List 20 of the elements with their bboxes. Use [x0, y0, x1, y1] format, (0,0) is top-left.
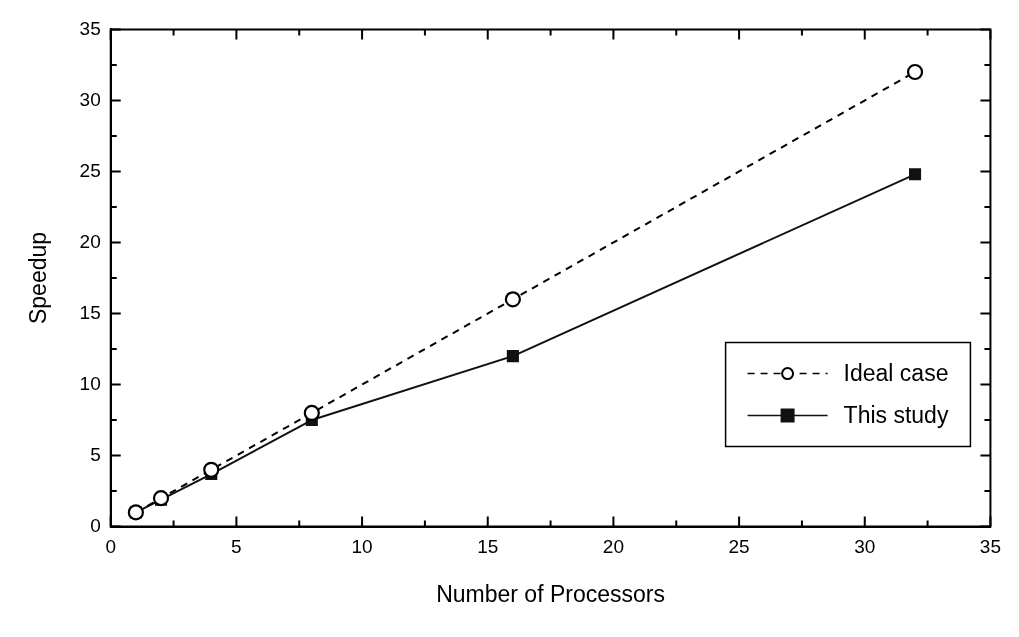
x-tick-label: 10: [351, 536, 373, 558]
x-tick-label: 20: [602, 536, 624, 558]
x-tick-label: 5: [231, 536, 242, 558]
x-tick-label: 30: [854, 536, 876, 558]
y-axis-title: Speedup: [25, 231, 52, 325]
x-tick-label: 25: [728, 536, 750, 558]
legend-label: Ideal case: [843, 359, 949, 386]
x-tick-label: 0: [105, 536, 117, 558]
x-tick-label: 15: [477, 536, 499, 558]
y-tick-label: 15: [79, 301, 101, 323]
x-axis-title: Number of Processors: [436, 580, 665, 607]
y-tick-label: 25: [79, 159, 101, 181]
y-tick-label: 35: [79, 17, 101, 39]
x-tick-label: 35: [979, 536, 1001, 558]
y-tick-label: 5: [90, 443, 101, 465]
y-tick-label: 30: [79, 88, 101, 110]
y-tick-label: 0: [90, 514, 101, 536]
y-tick-label: 10: [79, 372, 101, 394]
y-tick-label: 20: [79, 230, 101, 252]
legend-label: This study: [843, 401, 949, 428]
